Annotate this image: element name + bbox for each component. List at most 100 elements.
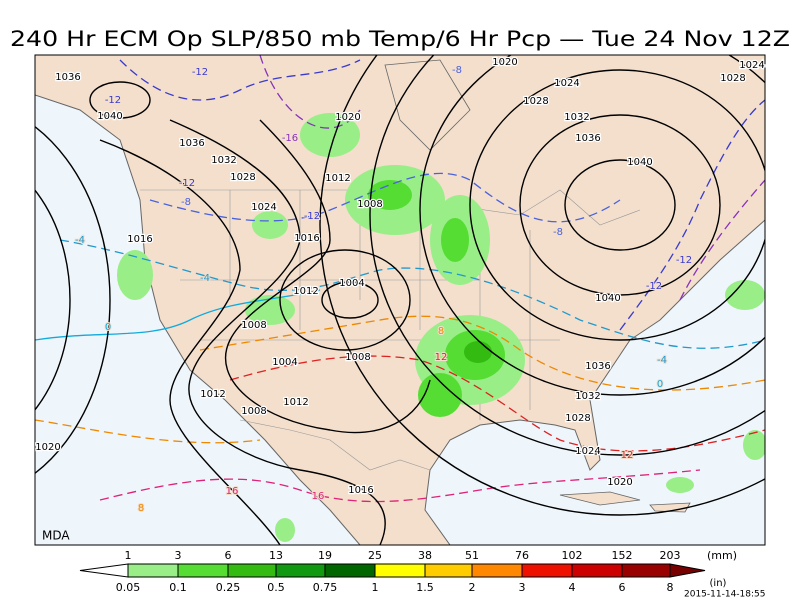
colorbar-segment <box>571 563 623 578</box>
colorbar-segment <box>621 563 671 578</box>
isobar-label: 1032 <box>211 155 236 166</box>
in-unit: (in) <box>710 578 727 589</box>
in-label: 8 <box>667 581 674 594</box>
in-label: 2 <box>469 581 476 594</box>
mm-label: 6 <box>225 549 232 562</box>
isobar-label: 1016 <box>294 233 319 244</box>
temperature-label: 12 <box>621 450 634 461</box>
colorbar-end <box>669 563 706 578</box>
mm-label: 25 <box>368 549 382 562</box>
temperature-label: -12 <box>676 255 692 266</box>
temperature-label: 0 <box>657 379 663 390</box>
title: 240 Hr ECM Op SLP/850 mb Temp/6 Hr Pcp —… <box>10 27 790 51</box>
isobar-label: 1024 <box>251 202 276 213</box>
in-label: 0.25 <box>216 581 241 594</box>
map <box>35 55 765 545</box>
isobar-label: 1008 <box>241 406 266 417</box>
isobar-label: 1028 <box>565 413 590 424</box>
isobar-label: 1020 <box>492 57 517 68</box>
isobar-label: 1004 <box>272 357 297 368</box>
mm-label: 38 <box>418 549 432 562</box>
in-label: 0.75 <box>313 581 338 594</box>
temperature-label: -12 <box>179 178 195 189</box>
colorbar-segment <box>471 563 523 578</box>
temperature-label: 8 <box>138 503 144 514</box>
temperature-label: 12 <box>435 352 448 363</box>
temperature-label: -12 <box>105 95 121 106</box>
isobar-label: 1040 <box>627 157 652 168</box>
mm-label: 152 <box>612 549 633 562</box>
colorbar-segment <box>374 563 426 578</box>
mm-label: 19 <box>318 549 332 562</box>
mm-label: 51 <box>465 549 479 562</box>
mm-label: 3 <box>175 549 182 562</box>
colorbar-segment <box>424 563 473 578</box>
isobar-label: 1008 <box>241 320 266 331</box>
isobar-label: 1024 <box>739 60 764 71</box>
isobar-label: 1008 <box>345 352 370 363</box>
temperature-label: -16 <box>282 133 298 144</box>
isobar-label: 1012 <box>293 286 318 297</box>
isobar-label: 1008 <box>357 199 382 210</box>
isobar-label: 1036 <box>179 138 204 149</box>
temperature-label: -4 <box>200 273 210 284</box>
in-label: 0.5 <box>267 581 285 594</box>
isobar-label: 1004 <box>339 278 364 289</box>
colorbar-start <box>79 563 129 578</box>
isobar-label: 1012 <box>325 173 350 184</box>
isobar-label: 1028 <box>230 172 255 183</box>
in-label: 6 <box>619 581 626 594</box>
colorbar-segment <box>521 563 573 578</box>
isobar-label: 1028 <box>523 96 548 107</box>
isobar-label: 1040 <box>595 293 620 304</box>
temperature-label: -12 <box>304 211 320 222</box>
colorbar-segment <box>324 563 376 578</box>
timestamp: 2015-11-14-18:55 <box>684 590 766 600</box>
isobar-label: 1016 <box>348 485 373 496</box>
mm-unit: (mm) <box>707 549 737 562</box>
mm-label: 102 <box>562 549 583 562</box>
mm-label: 76 <box>515 549 529 562</box>
isobar-label: 1028 <box>720 73 745 84</box>
temperature-label: 0 <box>105 322 111 333</box>
temperature-label: -8 <box>553 227 563 238</box>
colorbar-segment <box>227 563 277 578</box>
temperature-label: -4 <box>657 355 667 366</box>
temperature-label: 16 <box>226 486 239 497</box>
isobar-label: 1024 <box>554 78 579 89</box>
temperature-label: -8 <box>452 65 462 76</box>
isobar-label: 1024 <box>575 446 600 457</box>
temperature-label: -12 <box>646 281 662 292</box>
map-labels: 1036 1040 1036 1032 1028 1024 1020 1012 1008 1016… <box>34 56 766 515</box>
isobar-label: 1032 <box>575 391 600 402</box>
isobar-label: 1036 <box>585 361 610 372</box>
temperature-label: -4 <box>75 235 85 246</box>
isobar-label: 1040 <box>97 111 122 122</box>
isobar-label: 1012 <box>283 397 308 408</box>
in-label: 3 <box>519 581 526 594</box>
mm-label: 203 <box>660 549 681 562</box>
map-frame <box>34 54 766 546</box>
isobar-label: 1020 <box>607 477 632 488</box>
temperature-label: -8 <box>181 197 191 208</box>
mm-label: 13 <box>269 549 283 562</box>
isobar-label: 1020 <box>335 112 360 123</box>
in-label: 1.5 <box>416 581 434 594</box>
isobar-label: 1016 <box>127 234 152 245</box>
isobar-label: 1036 <box>575 133 600 144</box>
in-label: 1 <box>372 581 379 594</box>
in-label: 0.1 <box>169 581 187 594</box>
in-label: 0.05 <box>116 581 141 594</box>
mm-label: 1 <box>125 549 132 562</box>
isobar-label: 1036 <box>55 72 80 83</box>
colorbar-segment <box>275 563 326 578</box>
islands <box>384 59 691 513</box>
temperature-contours <box>35 55 765 503</box>
credit: MDA <box>42 529 70 543</box>
in-label: 4 <box>569 581 576 594</box>
temperature-label: 8 <box>438 326 444 337</box>
isobar-label: 1020 <box>35 442 60 453</box>
isobar-label: 1012 <box>200 389 225 400</box>
